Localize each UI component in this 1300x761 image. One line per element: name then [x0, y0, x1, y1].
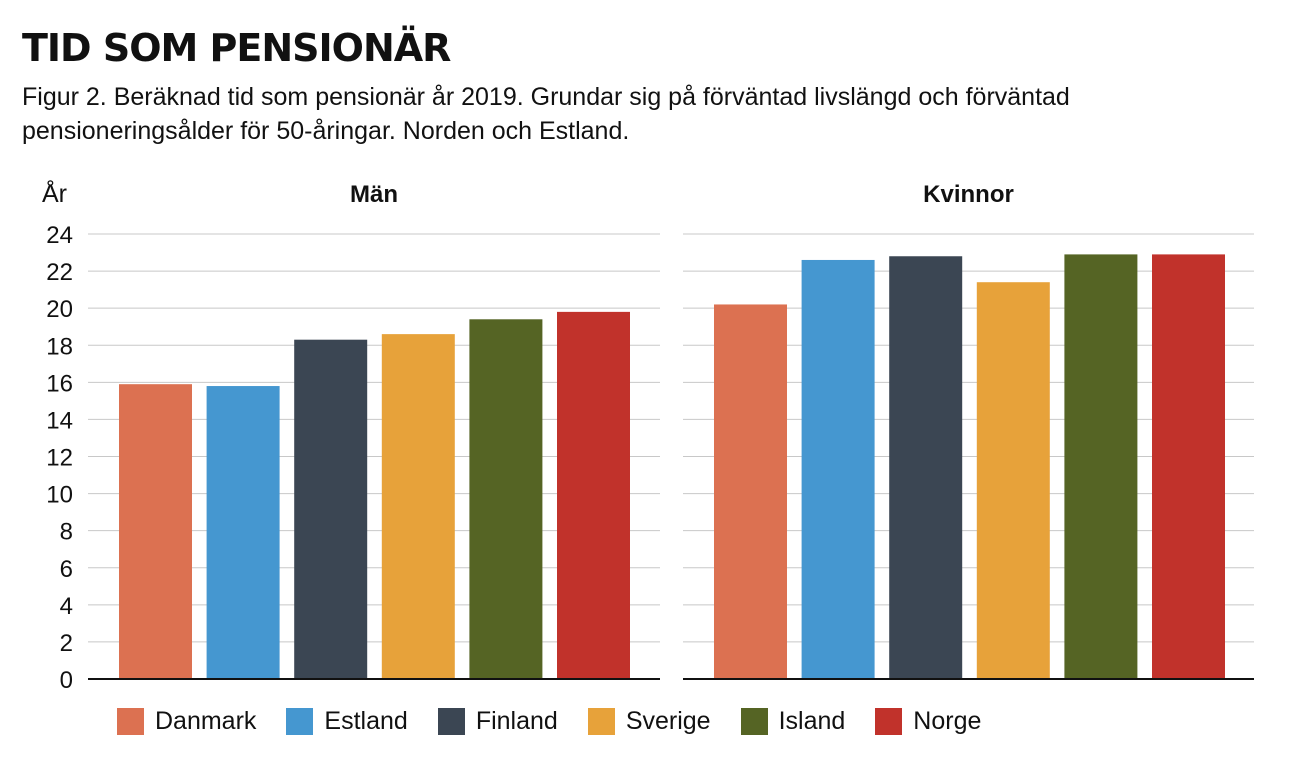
- legend-label: Sverige: [625, 707, 711, 735]
- legend-label: Danmark: [155, 707, 257, 735]
- bar-danmark: [119, 384, 192, 679]
- y-tick-label: 16: [46, 370, 73, 397]
- chart-header: TID SOM PENSIONÄR Figur 2. Beräknad tid …: [22, 22, 1278, 148]
- bar-island: [1064, 254, 1138, 680]
- chart-subtitle: Figur 2. Beräknad tid som pensionär år 2…: [22, 80, 1278, 148]
- panel-kvinnor: Kvinnor: [683, 181, 1254, 680]
- panel-title: Kvinnor: [923, 181, 1014, 208]
- subtitle-line-1: Figur 2. Beräknad tid som pensionär år 2…: [22, 83, 1070, 111]
- y-tick-label: 20: [46, 296, 73, 323]
- legend-swatch: [286, 707, 314, 735]
- bar-sverige: [976, 282, 1050, 679]
- bar-island: [469, 319, 543, 679]
- subtitle-line-2: pensioneringsålder för 50-åringar. Norde…: [22, 117, 630, 145]
- legend-item-estland: Estland: [286, 706, 408, 736]
- y-tick-label: 12: [46, 445, 73, 472]
- chart-title: TID SOM PENSIONÄR: [22, 26, 451, 70]
- panel-man: Män: [88, 181, 660, 680]
- y-tick-label: 10: [46, 482, 73, 509]
- bar-estland: [206, 386, 280, 679]
- legend-swatch: [117, 707, 144, 735]
- legend-item-finland: Finland: [437, 706, 558, 736]
- bar-sverige: [381, 334, 455, 679]
- y-tick-label: 8: [60, 519, 73, 546]
- bar-finland: [889, 256, 963, 679]
- y-tick-label: 18: [46, 333, 73, 360]
- legend-swatch: [437, 707, 465, 735]
- bar-norge: [557, 311, 630, 679]
- y-axis-label: År: [42, 178, 67, 208]
- legend-item-sverige: Sverige: [587, 706, 711, 736]
- y-tick-label: 6: [60, 556, 73, 583]
- bar-estland: [801, 259, 875, 679]
- bar-norge: [1152, 254, 1225, 680]
- panel-title: Män: [350, 181, 398, 208]
- y-tick-label: 4: [60, 593, 73, 620]
- y-tick-label: 24: [46, 222, 73, 249]
- y-tick-label: 14: [46, 407, 73, 434]
- legend-label: Island: [778, 707, 846, 735]
- y-tick-label: 0: [60, 667, 73, 694]
- legend-item-norge: Norge: [875, 706, 981, 736]
- legend-label: Estland: [324, 707, 408, 735]
- bar-finland: [294, 339, 368, 679]
- chart-legend: Danmark Estland Finland Sverige Island Norge: [117, 704, 1011, 738]
- y-tick-label: 22: [46, 259, 73, 286]
- bar-danmark: [714, 304, 787, 679]
- legend-swatch: [587, 707, 615, 735]
- legend-item-island: Island: [740, 706, 846, 736]
- legend-label: Finland: [475, 707, 558, 735]
- y-tick-label: 2: [60, 630, 73, 657]
- legend-label: Norge: [913, 707, 982, 735]
- legend-swatch: [740, 707, 768, 735]
- legend-swatch: [875, 707, 903, 735]
- legend-item-danmark: Danmark: [117, 706, 256, 736]
